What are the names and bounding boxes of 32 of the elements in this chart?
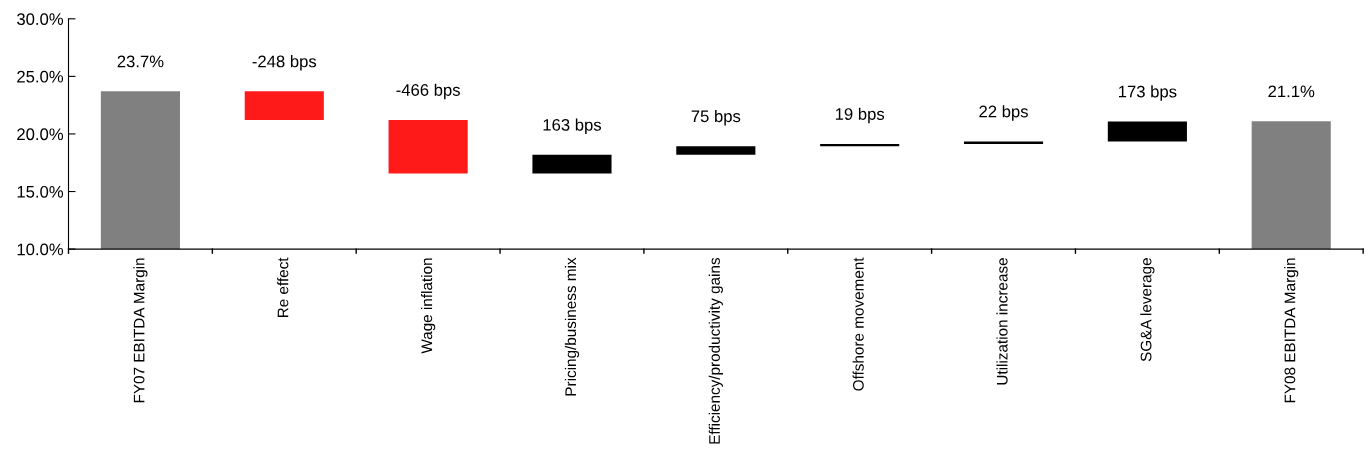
bar xyxy=(388,119,468,174)
x-tick-label: FY07 EBITDA Margin xyxy=(133,258,148,403)
x-tick-label: Re effect xyxy=(277,257,289,318)
annotation: 75 bps xyxy=(691,109,741,126)
bar xyxy=(1251,121,1331,250)
bar xyxy=(244,91,324,120)
x-tick-label: Wage inflation xyxy=(421,258,436,354)
annotation: -466 bps xyxy=(396,83,460,100)
y-tick-label: 25.0% xyxy=(17,70,64,83)
annotation: 23.7% xyxy=(117,55,164,68)
annotation: -248 bps xyxy=(252,55,317,71)
annotation: 173 bps xyxy=(1118,85,1177,101)
x-tick-label: Pricing/business mix xyxy=(564,257,580,396)
bar xyxy=(676,146,756,155)
y-tick-label: 15.0% xyxy=(17,185,64,198)
x-tick-label: SG&A leverage xyxy=(1140,258,1155,362)
bar xyxy=(1107,121,1187,142)
x-tick-label: Utilization increase xyxy=(996,258,1008,385)
annotation: 21.1% xyxy=(1268,85,1315,98)
y-tick-label: 30.0% xyxy=(17,13,64,25)
x-tick-label: Efficiency/productivity gains xyxy=(708,257,723,444)
annotation: 163 bps xyxy=(543,118,602,135)
x-tick-label: FY08 EBITDA Margin xyxy=(1284,258,1299,403)
bar xyxy=(100,91,180,250)
x-tick-label: Offshore movement xyxy=(852,257,864,391)
bar xyxy=(532,154,612,174)
y-tick-label: 10.0% xyxy=(17,243,64,256)
annotation: 19 bps xyxy=(835,107,885,124)
bar xyxy=(820,143,900,147)
y-tick-label: 20.0% xyxy=(17,128,64,141)
annotation: 22 bps xyxy=(979,105,1028,121)
bar xyxy=(963,141,1044,144)
